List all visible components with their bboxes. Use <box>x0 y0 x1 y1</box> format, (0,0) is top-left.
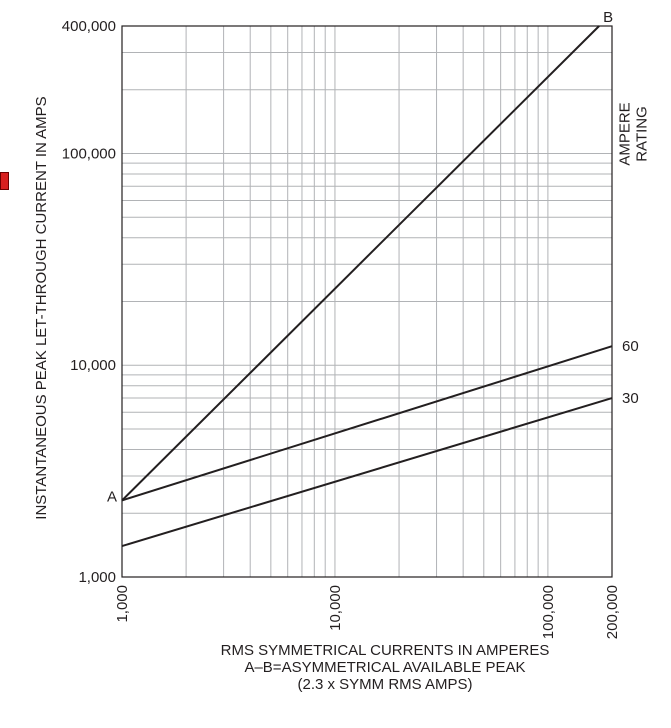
legend-title: AMPERE RATING <box>617 102 651 165</box>
y-axis-label: INSTANTANEOUS PEAK LET-THROUGH CURRENT I… <box>33 96 50 519</box>
x-axis-label-line-1: RMS SYMMETRICAL CURRENTS IN AMPERES <box>220 642 550 659</box>
x-tick-label: 100,000 <box>540 585 557 639</box>
plot-frame <box>121 25 613 578</box>
x-tick-label: 200,000 <box>604 585 621 639</box>
series-line-30 <box>121 397 613 548</box>
x-tick-label: 10,000 <box>327 585 344 631</box>
series-start-label: A <box>107 488 117 505</box>
legend-title-word: RATING <box>634 106 651 162</box>
legend-title-word: AMPERE <box>617 102 634 165</box>
series-line-60 <box>121 345 613 502</box>
y-tick-labels: 1,000 10,000 100,000 400,000 <box>62 18 116 586</box>
side-tab-marker <box>0 172 9 190</box>
x-axis-label-line-3: (2.3 x SYMM RMS AMPS) <box>297 676 473 693</box>
x-tick-label: 1,000 <box>114 585 131 623</box>
series-end-label: 60 <box>622 338 639 355</box>
grid-lines <box>122 26 612 577</box>
y-tick-label: 100,000 <box>62 145 116 162</box>
series-line-A–B <box>121 25 600 502</box>
x-tick-labels: 1,000 10,000 100,000 200,000 <box>114 585 621 639</box>
x-axis-label-line-2: A–B=ASYMMETRICAL AVAILABLE PEAK <box>244 659 526 676</box>
y-tick-label: 1,000 <box>78 569 116 586</box>
y-tick-label: 10,000 <box>70 357 116 374</box>
y-tick-label: 400,000 <box>62 18 116 35</box>
series-end-label: B <box>603 9 613 26</box>
data-series: B A 60 30 <box>107 9 639 548</box>
series-end-label: 30 <box>622 390 639 407</box>
